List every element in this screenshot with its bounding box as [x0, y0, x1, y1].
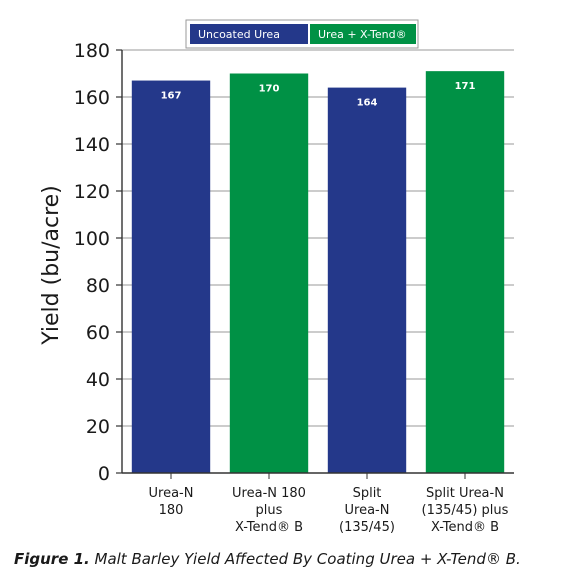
bars: 167 170 164 171: [131, 71, 505, 474]
x-tick-label: 180: [159, 503, 184, 518]
y-tick-label: 60: [86, 322, 110, 344]
y-tick-label: 160: [74, 87, 110, 109]
y-tick-label: 80: [86, 275, 110, 297]
bar: [327, 87, 407, 473]
bar-chart: 167 170 164 171 0 20 40 60 80 100 120 140 160 180 Ure…: [39, 19, 514, 535]
y-tick-label: 180: [74, 40, 110, 62]
figure-label: Figure 1.: [14, 550, 90, 568]
y-tick-label: 40: [86, 369, 110, 391]
x-tick-label: (135/45): [339, 520, 395, 535]
data-label: 171: [455, 81, 476, 92]
y-tick-label: 20: [86, 416, 110, 438]
legend-label: Uncoated Urea: [198, 28, 280, 41]
x-tick-label: Urea-N: [345, 503, 390, 518]
data-label: 167: [161, 91, 182, 102]
figure-caption: Figure 1. Malt Barley Yield Affected By …: [14, 550, 521, 568]
x-tick-label: Urea-N 180: [232, 486, 306, 501]
axes: 0 20 40 60 80 100 120 140 160 180 Urea-N 180 Urea-N …: [74, 40, 514, 535]
y-tick-label: 100: [74, 228, 110, 250]
y-tick-label: 120: [74, 181, 110, 203]
x-tick-label: Split Urea-N: [426, 486, 504, 501]
bar: [425, 71, 505, 474]
x-tick-label: plus: [256, 503, 283, 518]
x-tick-label: Urea-N: [149, 486, 194, 501]
y-tick-label: 140: [74, 134, 110, 156]
data-label: 170: [259, 84, 280, 95]
bar: [229, 73, 309, 473]
legend-swatch: [190, 24, 308, 44]
legend-swatch: [310, 24, 416, 44]
x-tick-label: Split: [353, 486, 382, 501]
caption-text: Malt Barley Yield Affected By Coating Ur…: [89, 550, 521, 568]
x-tick-label: (135/45) plus: [422, 503, 509, 518]
y-tick-label: 0: [98, 463, 110, 485]
legend-label: Urea + X-Tend®: [318, 28, 407, 41]
x-tick-label: X-Tend® B: [235, 520, 303, 535]
y-axis-label: Yield (bu/acre): [39, 185, 64, 346]
data-label: 164: [357, 98, 378, 109]
x-tick-label: X-Tend® B: [431, 520, 499, 535]
bar: [131, 80, 211, 474]
legend: Uncoated Urea Urea + X-Tend®: [185, 19, 419, 49]
